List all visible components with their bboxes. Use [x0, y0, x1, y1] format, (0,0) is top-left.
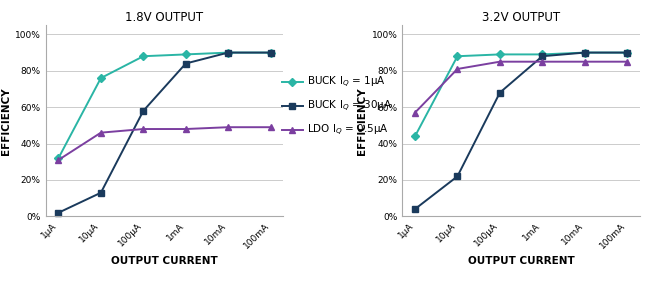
X-axis label: OUTPUT CURRENT: OUTPUT CURRENT — [468, 256, 575, 266]
Title: 1.8V OUTPUT: 1.8V OUTPUT — [125, 11, 204, 24]
Y-axis label: EFFICIENCY: EFFICIENCY — [357, 87, 368, 155]
Y-axis label: EFFICIENCY: EFFICIENCY — [1, 87, 11, 155]
Title: 3.2V OUTPUT: 3.2V OUTPUT — [482, 11, 560, 24]
X-axis label: OUTPUT CURRENT: OUTPUT CURRENT — [111, 256, 218, 266]
Legend: BUCK I$_Q$ = 1μA, BUCK I$_Q$ = 30μA, LDO I$_Q$ = 0.5μA: BUCK I$_Q$ = 1μA, BUCK I$_Q$ = 30μA, LDO… — [282, 75, 392, 138]
